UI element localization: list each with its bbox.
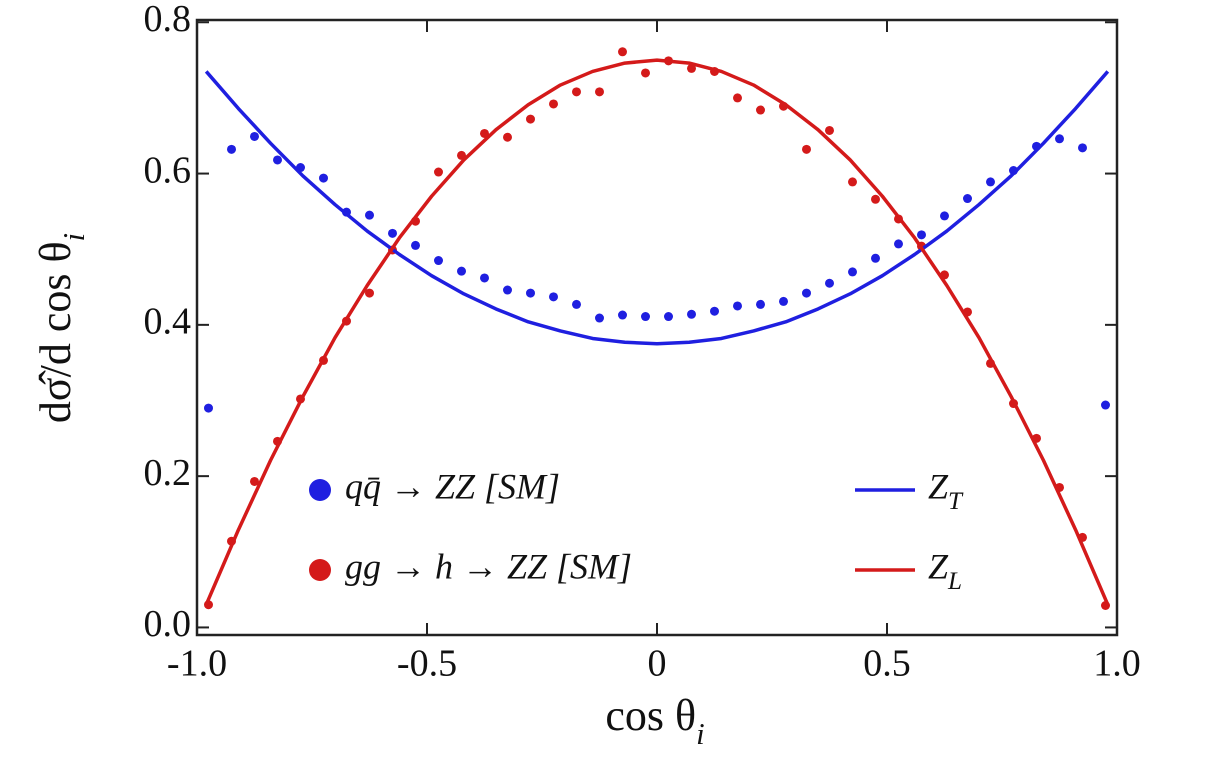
- x-axis-label: cos θi: [605, 691, 704, 751]
- data-point: [1078, 143, 1087, 153]
- x-tick-label: 0.5: [863, 643, 911, 685]
- data-point: [273, 155, 282, 165]
- data-point: [595, 313, 604, 323]
- data-point: [733, 301, 742, 311]
- data-point: [503, 285, 512, 295]
- data-point: [710, 306, 719, 316]
- data-point: [365, 210, 374, 220]
- y-tick-label: 0.0: [144, 603, 192, 645]
- data-point: [1101, 400, 1110, 410]
- data-point: [319, 173, 328, 183]
- data-point: [802, 144, 811, 154]
- y-tick-label: 0.8: [144, 0, 192, 40]
- data-point: [250, 131, 259, 141]
- data-point: [457, 266, 466, 276]
- data-point: [687, 63, 696, 73]
- y-axis-label: dσ̂/d cos θi: [31, 233, 91, 423]
- subscript: L: [947, 568, 962, 595]
- curve: [204, 58, 1110, 606]
- data-point: [848, 267, 857, 277]
- data-point: [664, 312, 673, 322]
- data-point: [756, 299, 765, 309]
- data-point: [756, 105, 765, 115]
- data-point: [388, 228, 397, 238]
- data-point: [641, 68, 650, 78]
- data-point: [618, 47, 627, 57]
- legend-label: qq̄ → ZZ [SM]: [345, 466, 560, 506]
- data-point: [549, 292, 558, 302]
- data-point: [986, 177, 995, 187]
- subscript: i: [57, 233, 91, 242]
- data-point: [434, 256, 443, 266]
- legend-label: ZT: [928, 466, 964, 515]
- y-tick-label: 0.4: [144, 301, 192, 343]
- data-point: [618, 310, 627, 320]
- data-point: [825, 125, 834, 135]
- data-point: [779, 296, 788, 306]
- x-tick-label: 0: [648, 643, 667, 685]
- data-point: [848, 177, 857, 187]
- data-point: [526, 288, 535, 298]
- data-point: [641, 312, 650, 322]
- data-point: [480, 128, 489, 138]
- data-point: [825, 278, 834, 288]
- data-point: [480, 273, 489, 283]
- legend-label: ZL: [928, 546, 962, 595]
- data-point: [871, 253, 880, 263]
- data-point: [733, 93, 742, 103]
- subscript: i: [696, 717, 705, 751]
- data-point: [940, 211, 949, 221]
- data-point: [871, 194, 880, 204]
- data-point: [434, 167, 443, 177]
- data-point: [963, 194, 972, 204]
- data-point: [917, 230, 926, 240]
- data-point: [894, 239, 903, 249]
- data-point: [365, 288, 374, 298]
- data-point: [503, 132, 512, 142]
- legend-marker: [309, 559, 331, 581]
- data-point: [411, 240, 420, 250]
- plot-frame: [195, 18, 1119, 637]
- legend-label: gg → h → ZZ [SM]: [345, 546, 632, 586]
- data-point: [595, 87, 604, 97]
- x-tick-label: 1.0: [1093, 643, 1141, 685]
- data-point: [572, 299, 581, 309]
- data-point: [526, 114, 535, 124]
- data-point: [572, 87, 581, 97]
- data-point: [204, 403, 213, 413]
- data-point: [687, 309, 696, 319]
- subscript: T: [948, 488, 964, 515]
- data-point: [250, 476, 259, 486]
- data-point: [1055, 134, 1064, 144]
- x-tick-label: -1.0: [167, 643, 227, 685]
- data-point: [802, 288, 811, 298]
- legend-marker: [309, 479, 331, 501]
- data-point: [227, 144, 236, 154]
- y-tick-label: 0.2: [144, 452, 192, 494]
- curve: [204, 70, 1110, 346]
- data-point: [549, 99, 558, 109]
- y-tick-label: 0.6: [144, 149, 192, 191]
- x-tick-label: -0.5: [397, 643, 457, 685]
